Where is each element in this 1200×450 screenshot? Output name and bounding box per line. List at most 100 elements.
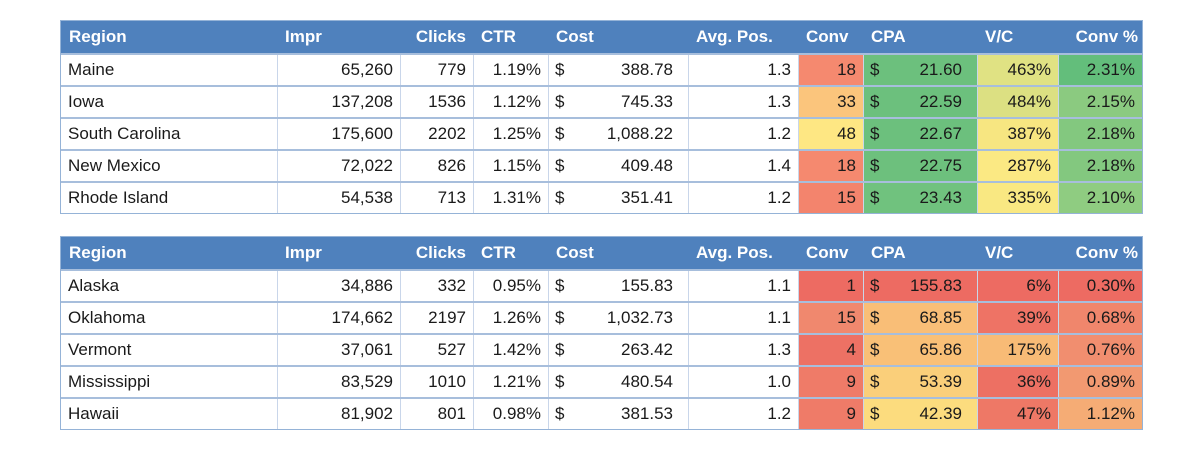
cell-vc[interactable]: 39% xyxy=(977,303,1058,333)
cell-conv-pct[interactable]: 1.12% xyxy=(1058,399,1142,429)
cell-ctr[interactable]: 1.31% xyxy=(473,183,548,213)
cell-ctr[interactable]: 1.21% xyxy=(473,367,548,397)
cell-vc[interactable]: 287% xyxy=(977,151,1058,181)
cell-clicks[interactable]: 332 xyxy=(400,271,473,301)
header-vc[interactable]: V/C xyxy=(985,27,1014,46)
cell-ctr[interactable]: 0.95% xyxy=(473,271,548,301)
cell-impressions[interactable]: 34,886 xyxy=(277,271,400,301)
cell-impressions[interactable]: 37,061 xyxy=(277,335,400,365)
header-conv-pct[interactable]: Conv % xyxy=(1075,27,1138,46)
cell-cpa[interactable]: $ 155.83 xyxy=(863,271,977,301)
cell-clicks[interactable]: 2202 xyxy=(400,119,473,149)
cell-conv[interactable]: 48 xyxy=(798,119,863,149)
cell-avg-pos[interactable]: 1.1 xyxy=(688,271,798,301)
cell-impressions[interactable]: 54,538 xyxy=(277,183,400,213)
cell-avg-pos[interactable]: 1.1 xyxy=(688,303,798,333)
cell-cost[interactable]: $ 409.48 xyxy=(548,151,688,181)
cell-cost[interactable]: $ 480.54 xyxy=(548,367,688,397)
cell-ctr[interactable]: 1.12% xyxy=(473,87,548,117)
cell-cpa[interactable]: $ 68.85 xyxy=(863,303,977,333)
cell-cost[interactable]: $ 1,032.73 xyxy=(548,303,688,333)
cell-conv[interactable]: 4 xyxy=(798,335,863,365)
cell-region[interactable]: Maine xyxy=(68,60,115,79)
cell-avg-pos[interactable]: 1.3 xyxy=(688,87,798,117)
header-vc[interactable]: V/C xyxy=(985,243,1014,262)
cell-impressions[interactable]: 175,600 xyxy=(277,119,400,149)
cell-cpa[interactable]: $ 22.67 xyxy=(863,119,977,149)
cell-conv-pct[interactable]: 0.89% xyxy=(1058,367,1142,397)
cell-avg-pos[interactable]: 1.3 xyxy=(688,335,798,365)
cell-conv[interactable]: 18 xyxy=(798,151,863,181)
cell-region[interactable]: Hawaii xyxy=(68,404,120,423)
cell-clicks[interactable]: 713 xyxy=(400,183,473,213)
header-conv-pct[interactable]: Conv % xyxy=(1075,243,1138,262)
cell-cost[interactable]: $ 388.78 xyxy=(548,55,688,85)
cell-impressions[interactable]: 83,529 xyxy=(277,367,400,397)
cell-region[interactable]: Rhode Island xyxy=(68,188,169,207)
cell-vc[interactable]: 463% xyxy=(977,55,1058,85)
cell-conv[interactable]: 15 xyxy=(798,183,863,213)
cell-region[interactable]: Iowa xyxy=(68,92,104,111)
cell-cost[interactable]: $ 1,088.22 xyxy=(548,119,688,149)
cell-ctr[interactable]: 1.26% xyxy=(473,303,548,333)
cell-conv-pct[interactable]: 0.68% xyxy=(1058,303,1142,333)
cell-conv-pct[interactable]: 2.18% xyxy=(1058,119,1142,149)
header-ctr[interactable]: CTR xyxy=(481,243,516,262)
cell-cpa[interactable]: $ 42.39 xyxy=(863,399,977,429)
cell-cost[interactable]: $ 351.41 xyxy=(548,183,688,213)
cell-conv-pct[interactable]: 0.76% xyxy=(1058,335,1142,365)
cell-clicks[interactable]: 2197 xyxy=(400,303,473,333)
header-cost[interactable]: Cost xyxy=(556,243,594,262)
cell-clicks[interactable]: 527 xyxy=(400,335,473,365)
cell-conv-pct[interactable]: 0.30% xyxy=(1058,271,1142,301)
cell-cpa[interactable]: $ 22.75 xyxy=(863,151,977,181)
header-region[interactable]: Region xyxy=(69,243,127,262)
cell-ctr[interactable]: 1.42% xyxy=(473,335,548,365)
cell-vc[interactable]: 387% xyxy=(977,119,1058,149)
cell-conv[interactable]: 33 xyxy=(798,87,863,117)
cell-impressions[interactable]: 72,022 xyxy=(277,151,400,181)
cell-ctr[interactable]: 1.15% xyxy=(473,151,548,181)
cell-clicks[interactable]: 1010 xyxy=(400,367,473,397)
cell-conv-pct[interactable]: 2.15% xyxy=(1058,87,1142,117)
cell-avg-pos[interactable]: 1.2 xyxy=(688,183,798,213)
cell-cpa[interactable]: $ 65.86 xyxy=(863,335,977,365)
cell-impressions[interactable]: 65,260 xyxy=(277,55,400,85)
cell-region[interactable]: Mississippi xyxy=(68,372,151,391)
cell-vc[interactable]: 175% xyxy=(977,335,1058,365)
cell-cpa[interactable]: $ 23.43 xyxy=(863,183,977,213)
cell-vc[interactable]: 335% xyxy=(977,183,1058,213)
cell-clicks[interactable]: 801 xyxy=(400,399,473,429)
cell-conv-pct[interactable]: 2.10% xyxy=(1058,183,1142,213)
cell-conv[interactable]: 15 xyxy=(798,303,863,333)
cell-region[interactable]: Vermont xyxy=(68,340,132,359)
cell-region[interactable]: Alaska xyxy=(68,276,120,295)
cell-region[interactable]: South Carolina xyxy=(68,124,181,143)
cell-avg-pos[interactable]: 1.2 xyxy=(688,399,798,429)
header-clicks[interactable]: Clicks xyxy=(415,27,466,46)
header-impressions[interactable]: Impr xyxy=(285,27,322,46)
cell-cost[interactable]: $ 381.53 xyxy=(548,399,688,429)
cell-cpa[interactable]: $ 53.39 xyxy=(863,367,977,397)
cell-impressions[interactable]: 174,662 xyxy=(277,303,400,333)
header-conv[interactable]: Conv xyxy=(806,27,849,46)
cell-impressions[interactable]: 137,208 xyxy=(277,87,400,117)
cell-clicks[interactable]: 1536 xyxy=(400,87,473,117)
cell-vc[interactable]: 6% xyxy=(977,271,1058,301)
cell-conv-pct[interactable]: 2.18% xyxy=(1058,151,1142,181)
header-clicks[interactable]: Clicks xyxy=(415,243,466,262)
cell-avg-pos[interactable]: 1.3 xyxy=(688,55,798,85)
header-region[interactable]: Region xyxy=(69,27,127,46)
header-avg-pos[interactable]: Avg. Pos. xyxy=(696,243,773,262)
cell-clicks[interactable]: 779 xyxy=(400,55,473,85)
cell-vc[interactable]: 484% xyxy=(977,87,1058,117)
cell-avg-pos[interactable]: 1.2 xyxy=(688,119,798,149)
cell-impressions[interactable]: 81,902 xyxy=(277,399,400,429)
cell-clicks[interactable]: 826 xyxy=(400,151,473,181)
cell-cost[interactable]: $ 745.33 xyxy=(548,87,688,117)
cell-cost[interactable]: $ 155.83 xyxy=(548,271,688,301)
cell-conv[interactable]: 9 xyxy=(798,367,863,397)
cell-vc[interactable]: 47% xyxy=(977,399,1058,429)
header-cpa[interactable]: CPA xyxy=(871,243,906,262)
cell-ctr[interactable]: 1.19% xyxy=(473,55,548,85)
